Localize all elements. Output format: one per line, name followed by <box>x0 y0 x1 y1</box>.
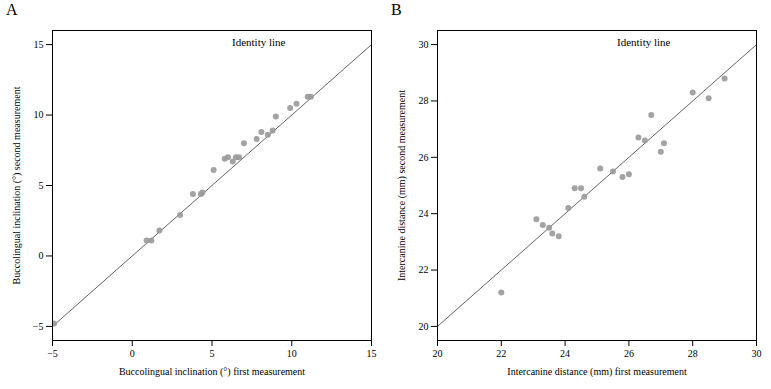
svg-text:15: 15 <box>367 348 377 359</box>
svg-text:Intercanine distance (mm) seco: Intercanine distance (mm) second measure… <box>396 90 408 281</box>
svg-text:30: 30 <box>752 348 762 359</box>
svg-text:0: 0 <box>130 348 135 359</box>
svg-text:24: 24 <box>419 208 429 219</box>
svg-text:Intercanine distance (mm) firs: Intercanine distance (mm) first measurem… <box>507 366 687 378</box>
svg-text:20: 20 <box>419 321 429 332</box>
svg-text:10: 10 <box>287 348 297 359</box>
svg-text:5: 5 <box>39 180 44 191</box>
svg-text:10: 10 <box>34 109 44 120</box>
svg-text:Buccolingual inclination (°) f: Buccolingual inclination (°) first measu… <box>119 366 305 378</box>
svg-text:Identity line: Identity line <box>617 36 671 48</box>
svg-text:−5: −5 <box>33 321 44 332</box>
svg-text:0: 0 <box>39 250 44 261</box>
svg-text:28: 28 <box>419 95 429 106</box>
svg-text:Identity line: Identity line <box>232 36 286 48</box>
svg-text:−5: −5 <box>47 348 58 359</box>
html-text:A: A <box>6 1 18 18</box>
svg-text:22: 22 <box>419 264 429 275</box>
svg-text:26: 26 <box>624 348 634 359</box>
html-text:B: B <box>391 1 402 18</box>
svg-text:20: 20 <box>433 348 443 359</box>
svg-text:5: 5 <box>210 348 215 359</box>
svg-text:28: 28 <box>688 348 698 359</box>
svg-text:30: 30 <box>419 39 429 50</box>
svg-text:22: 22 <box>496 348 506 359</box>
svg-text:Buccolingual inclination (°) s: Buccolingual inclination (°) second meas… <box>11 86 23 284</box>
svg-text:26: 26 <box>419 152 429 163</box>
svg-text:15: 15 <box>34 39 44 50</box>
svg-text:24: 24 <box>560 348 570 359</box>
